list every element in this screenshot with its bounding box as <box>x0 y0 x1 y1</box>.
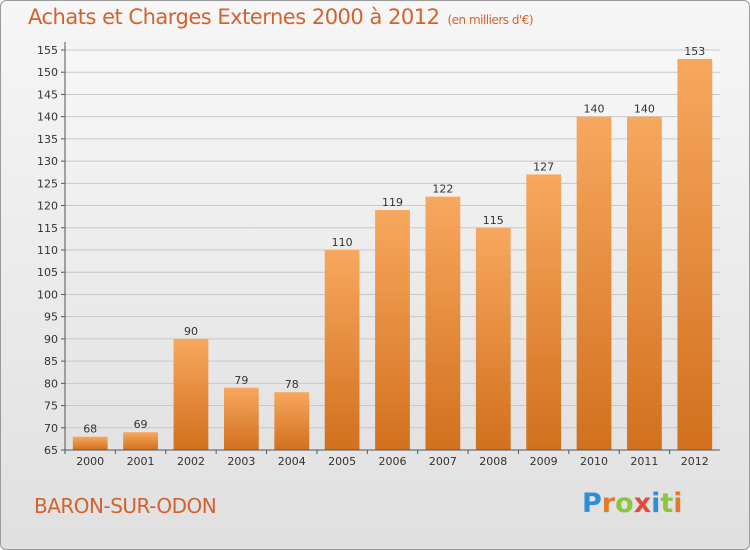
logo-letter: P <box>582 488 602 519</box>
bar-value-label: 68 <box>83 423 97 436</box>
y-tick-label: 90 <box>44 333 58 346</box>
x-tick-label: 2012 <box>681 455 709 468</box>
y-tick-label: 80 <box>44 377 58 390</box>
bar-2006 <box>375 210 410 450</box>
x-tick-label: 2009 <box>530 455 558 468</box>
bar-value-label: 140 <box>584 103 605 116</box>
bar-2012 <box>677 58 713 451</box>
x-tick-label: 2006 <box>379 455 407 468</box>
chart-title: Achats et Charges Externes 2000 à 2012 (e… <box>28 5 534 29</box>
bars <box>72 58 713 451</box>
x-tick-label: 2003 <box>227 455 255 468</box>
bar-2011 <box>627 116 662 451</box>
y-tick-label: 115 <box>37 222 58 235</box>
x-tick-label: 2007 <box>429 455 457 468</box>
bar-2007 <box>425 196 461 450</box>
bar-value-label: 78 <box>285 378 299 391</box>
bar-value-labels: 68 69 90 79 78 110 119 122 115 127 140 140 153 <box>83 45 705 436</box>
y-tick-label: 70 <box>44 422 58 435</box>
logo-letter: x <box>633 488 652 519</box>
y-tick-label: 120 <box>37 200 58 213</box>
x-tick-label: 2005 <box>328 455 356 468</box>
bar-2008 <box>475 227 511 450</box>
y-tick-label: 100 <box>37 288 58 301</box>
logo-letter: r <box>601 488 616 519</box>
bar-2005 <box>324 250 360 450</box>
bar-value-label: 79 <box>234 374 248 387</box>
x-axis-ticks: 2000 2001 2002 2003 2004 2005 2006 2007 2008 2009… <box>64 450 709 468</box>
x-tick-label: 2008 <box>479 455 507 468</box>
bar-value-label: 127 <box>533 160 554 173</box>
y-tick-label: 110 <box>37 244 58 257</box>
x-tick-label: 2004 <box>278 455 306 468</box>
bar-2010 <box>576 116 612 451</box>
bar-2001 <box>123 432 158 450</box>
logo-letter: i <box>673 488 683 519</box>
bar-2004 <box>274 392 310 450</box>
bar-value-label: 122 <box>432 183 453 196</box>
x-tick-label: 2011 <box>630 455 658 468</box>
chart-subtitle: (en milliers d'€) <box>447 13 534 27</box>
y-tick-label: 150 <box>37 66 58 79</box>
y-tick-label: 135 <box>37 133 58 146</box>
logo-letter: i <box>651 488 661 519</box>
y-axis-ticks: 65 70 75 80 85 90 95 100 105 110 115 120 125 130 135 14… <box>37 44 65 457</box>
logo-letter: o <box>615 488 634 519</box>
y-tick-label: 75 <box>44 400 58 413</box>
bar-2000 <box>72 436 108 450</box>
bar-2009 <box>526 174 562 450</box>
bar-value-label: 115 <box>483 214 504 227</box>
bar-value-label: 90 <box>184 325 198 338</box>
y-tick-label: 85 <box>44 355 58 368</box>
y-tick-label: 65 <box>44 444 58 457</box>
proxiti-logo[interactable]: Proxiti <box>582 488 683 519</box>
bar-value-label: 153 <box>684 45 705 58</box>
y-tick-label: 130 <box>37 155 58 168</box>
y-tick-label: 95 <box>44 311 58 324</box>
y-tick-label: 145 <box>37 88 58 101</box>
y-tick-label: 155 <box>37 44 58 57</box>
x-tick-label: 2000 <box>76 455 104 468</box>
bar-value-label: 110 <box>332 236 353 249</box>
logo-letter: t <box>660 488 674 519</box>
commune-name: BARON-SUR-ODON <box>34 494 217 518</box>
chart-title-text: Achats et Charges Externes 2000 à 2012 <box>28 5 440 29</box>
bar-2002 <box>173 338 209 450</box>
bar-value-label: 140 <box>634 103 655 116</box>
y-tick-label: 125 <box>37 177 58 190</box>
x-tick-label: 2010 <box>580 455 608 468</box>
y-tick-label: 140 <box>37 111 58 124</box>
bar-value-label: 119 <box>382 196 403 209</box>
bar-value-label: 69 <box>134 418 148 431</box>
x-tick-label: 2001 <box>127 455 155 468</box>
y-tick-label: 105 <box>37 266 58 279</box>
x-tick-label: 2002 <box>177 455 205 468</box>
bar-2003 <box>223 387 259 450</box>
